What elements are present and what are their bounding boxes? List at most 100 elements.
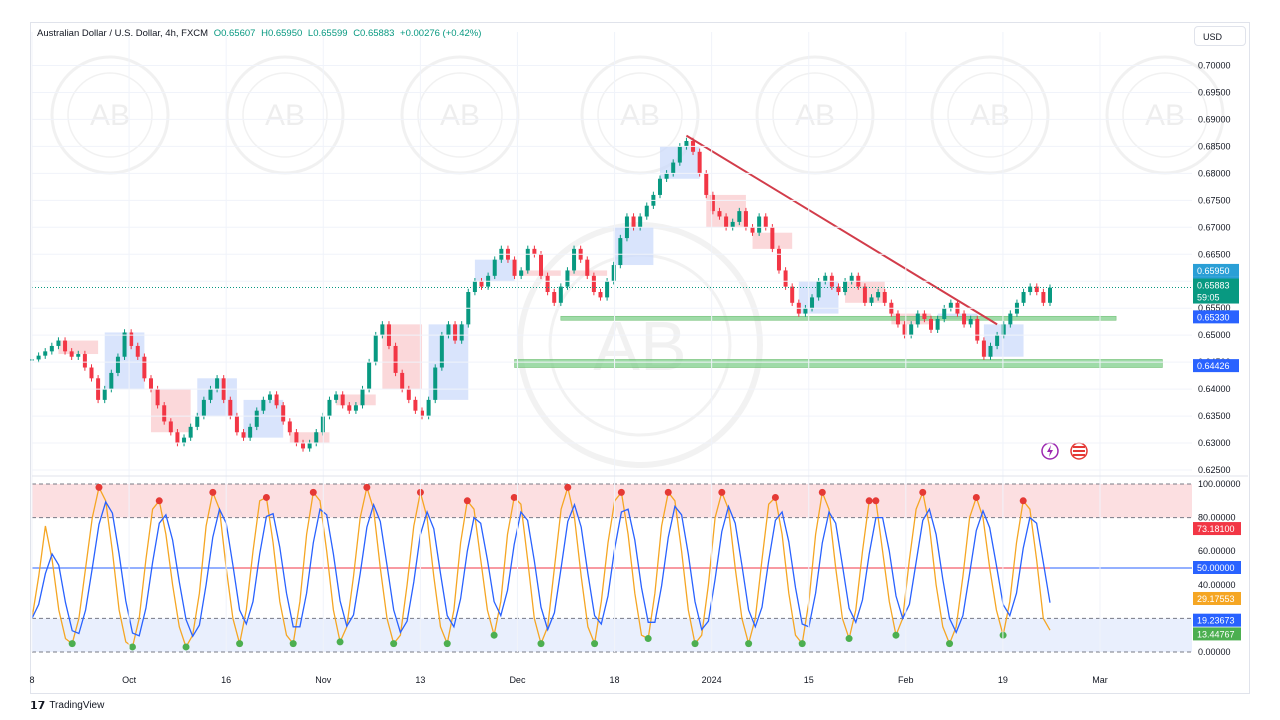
stochastic-pane[interactable]: [31, 483, 1192, 653]
currency-button[interactable]: USD: [1194, 26, 1246, 46]
candle-body: [459, 324, 464, 341]
price-axis-label-high: 0.65950: [1193, 263, 1239, 277]
stoch-axis-label: 73.18100: [1193, 522, 1241, 536]
price-tick-label: 0.62500: [1198, 465, 1231, 475]
bearish-box: [289, 432, 330, 444]
overbought-dot: [262, 493, 270, 501]
candle-body: [968, 318, 973, 325]
candle-body: [413, 399, 418, 411]
candle-body: [301, 443, 306, 449]
close-value: C0.65883: [353, 28, 395, 39]
stoch-axis-label: 50.00000: [1193, 561, 1241, 574]
candle-body: [743, 211, 748, 228]
candle-body: [1028, 286, 1033, 293]
lightning-icon: [1041, 442, 1059, 460]
candle-body: [975, 318, 980, 341]
candle-body: [492, 259, 497, 276]
stoch-axis-label-text: 13.44767: [1197, 629, 1235, 639]
stoch-k-line: [31, 500, 1051, 638]
low-value: L0.65599: [307, 28, 348, 39]
symbol-header: Australian Dollar / U.S. Dollar, 4h, FXC…: [37, 28, 484, 39]
candle-body: [532, 248, 537, 255]
candle-body: [261, 399, 266, 411]
overbought-dot: [664, 488, 672, 496]
candle-body: [228, 399, 233, 417]
time-tick-label: 18: [610, 675, 620, 685]
price-axis-label-countdown: 59:05: [1193, 290, 1239, 304]
candle-body: [836, 286, 841, 293]
oversold-dot: [336, 638, 344, 646]
candle-body: [902, 324, 907, 336]
candle-body: [241, 432, 246, 438]
candle-body: [307, 443, 312, 449]
candle-body: [816, 281, 821, 298]
price-pane[interactable]: [30, 134, 1192, 460]
candle-body: [43, 351, 48, 356]
candle-body: [373, 335, 378, 363]
candle-body: [135, 345, 140, 357]
candle-body: [750, 227, 755, 233]
overbought-dot: [309, 488, 317, 496]
candle-body: [757, 216, 762, 233]
candle-body: [823, 275, 828, 282]
time-tick-label: Nov: [315, 675, 332, 685]
oversold-dot: [537, 640, 545, 648]
footer-brand[interactable]: 𝟭𝟳 TradingView: [30, 699, 104, 712]
watermark-text: AB: [90, 99, 130, 132]
candle-body: [737, 211, 742, 222]
overbought-dot: [617, 488, 625, 496]
candle-body: [862, 286, 867, 303]
price-axis-label-text: 59:05: [1197, 293, 1220, 303]
candle-body: [618, 238, 623, 266]
stoch-axis-label: 19.23673: [1193, 613, 1241, 627]
axes-layer: 0.70000 0.69500 0.69000 0.68500 0.68000 0.675…: [29, 32, 1248, 685]
price-tick-label: 0.67500: [1198, 195, 1231, 205]
price-tick-label: 0.68000: [1198, 168, 1231, 178]
overbought-dot: [865, 497, 873, 505]
oversold-dot: [892, 631, 900, 639]
stoch-axis-label-text: 73.18100: [1197, 524, 1235, 534]
candle-body: [433, 367, 438, 400]
candle-body: [644, 205, 649, 217]
candle-body: [380, 324, 385, 336]
candle-body: [82, 354, 87, 368]
candle-body: [201, 399, 206, 417]
oversold-band: [32, 618, 1192, 652]
price-axis-label-text: 0.64426: [1197, 361, 1230, 371]
candle-body: [334, 394, 339, 400]
candle-body: [367, 362, 372, 390]
oversold-dot: [490, 631, 498, 639]
stoch-axis-label: 13.44767: [1193, 627, 1241, 641]
candle-body: [453, 324, 458, 341]
price-labels: 0.659500.659500.6588359:050.653300.64426…: [1193, 263, 1241, 641]
candle-body: [168, 421, 173, 433]
stoch-tick-label: 100.00000: [1198, 479, 1241, 489]
candle-body: [565, 270, 570, 287]
candle-body: [572, 248, 577, 271]
candle-body: [915, 313, 920, 325]
candle-body: [195, 416, 200, 427]
stoch-axis-label: 29.17553: [1193, 591, 1241, 605]
candle-body: [684, 140, 689, 147]
price-tick-label: 0.63500: [1198, 411, 1231, 421]
candle-body: [420, 410, 425, 417]
candle-body: [1048, 287, 1052, 303]
overbought-dot: [919, 488, 927, 496]
price-tick-label: 0.64000: [1198, 384, 1231, 394]
candle-body: [591, 275, 596, 293]
stoch-tick-label: 0.00000: [1198, 647, 1231, 657]
candle-body: [935, 318, 940, 330]
candle-body: [664, 173, 669, 179]
oversold-dot: [289, 640, 297, 648]
candle-body: [995, 335, 1000, 346]
price-tick-label: 0.65500: [1198, 303, 1231, 313]
oversold-dot: [845, 635, 853, 643]
watermark-text: AB: [970, 99, 1010, 132]
brand-label: TradingView: [49, 700, 105, 711]
overbought-band: [32, 484, 1192, 518]
oversold-dot: [745, 640, 753, 648]
candle-body: [552, 292, 557, 303]
candle-body: [539, 254, 543, 276]
candle-body: [638, 216, 643, 228]
